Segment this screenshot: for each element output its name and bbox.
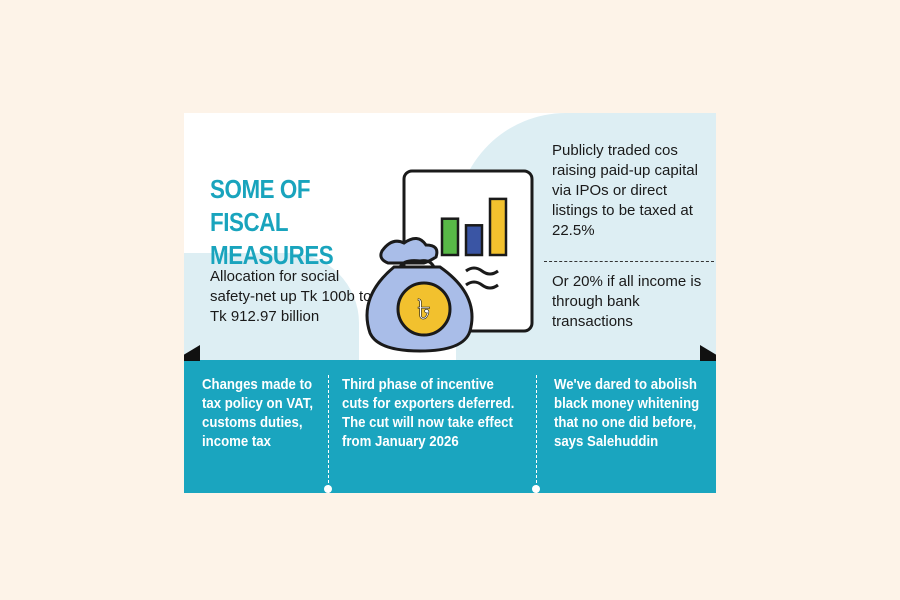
- bank-transaction-tax-text: Or 20% if all income is through bank tra…: [552, 273, 702, 330]
- money-bag-icon: ৳: [365, 237, 474, 353]
- exporter-incentive-text: Third phase of incentive cuts for export…: [342, 376, 515, 450]
- band-divider-2: [536, 375, 537, 493]
- band-divider-dot-2: [532, 485, 540, 493]
- dashed-divider: [544, 261, 714, 262]
- chart-bar-green: [440, 217, 460, 257]
- safety-net-allocation-text: Allocation for social safety-net up Tk 1…: [210, 268, 372, 325]
- bottom-band: [184, 360, 716, 493]
- ipo-tax-text: Publicly traded cos raising paid-up capi…: [552, 142, 698, 239]
- taka-symbol: ৳: [417, 293, 431, 326]
- chart-bar-yellow: [488, 197, 508, 257]
- money-bag-and-chart-illustration: ৳: [365, 169, 534, 353]
- chart-bar-blue: [464, 224, 484, 257]
- infographic-title: SOME OF FISCAL MEASURES: [210, 174, 334, 270]
- band-divider-dot-1: [324, 485, 332, 493]
- infographic-card: SOME OF FISCAL MEASURES Allocation for s…: [184, 113, 716, 493]
- band-divider-1: [328, 375, 329, 493]
- black-money-quote-text: We've dared to abolish black money white…: [554, 376, 700, 450]
- tax-policy-changes-text: Changes made to tax policy on VAT, custo…: [202, 376, 314, 450]
